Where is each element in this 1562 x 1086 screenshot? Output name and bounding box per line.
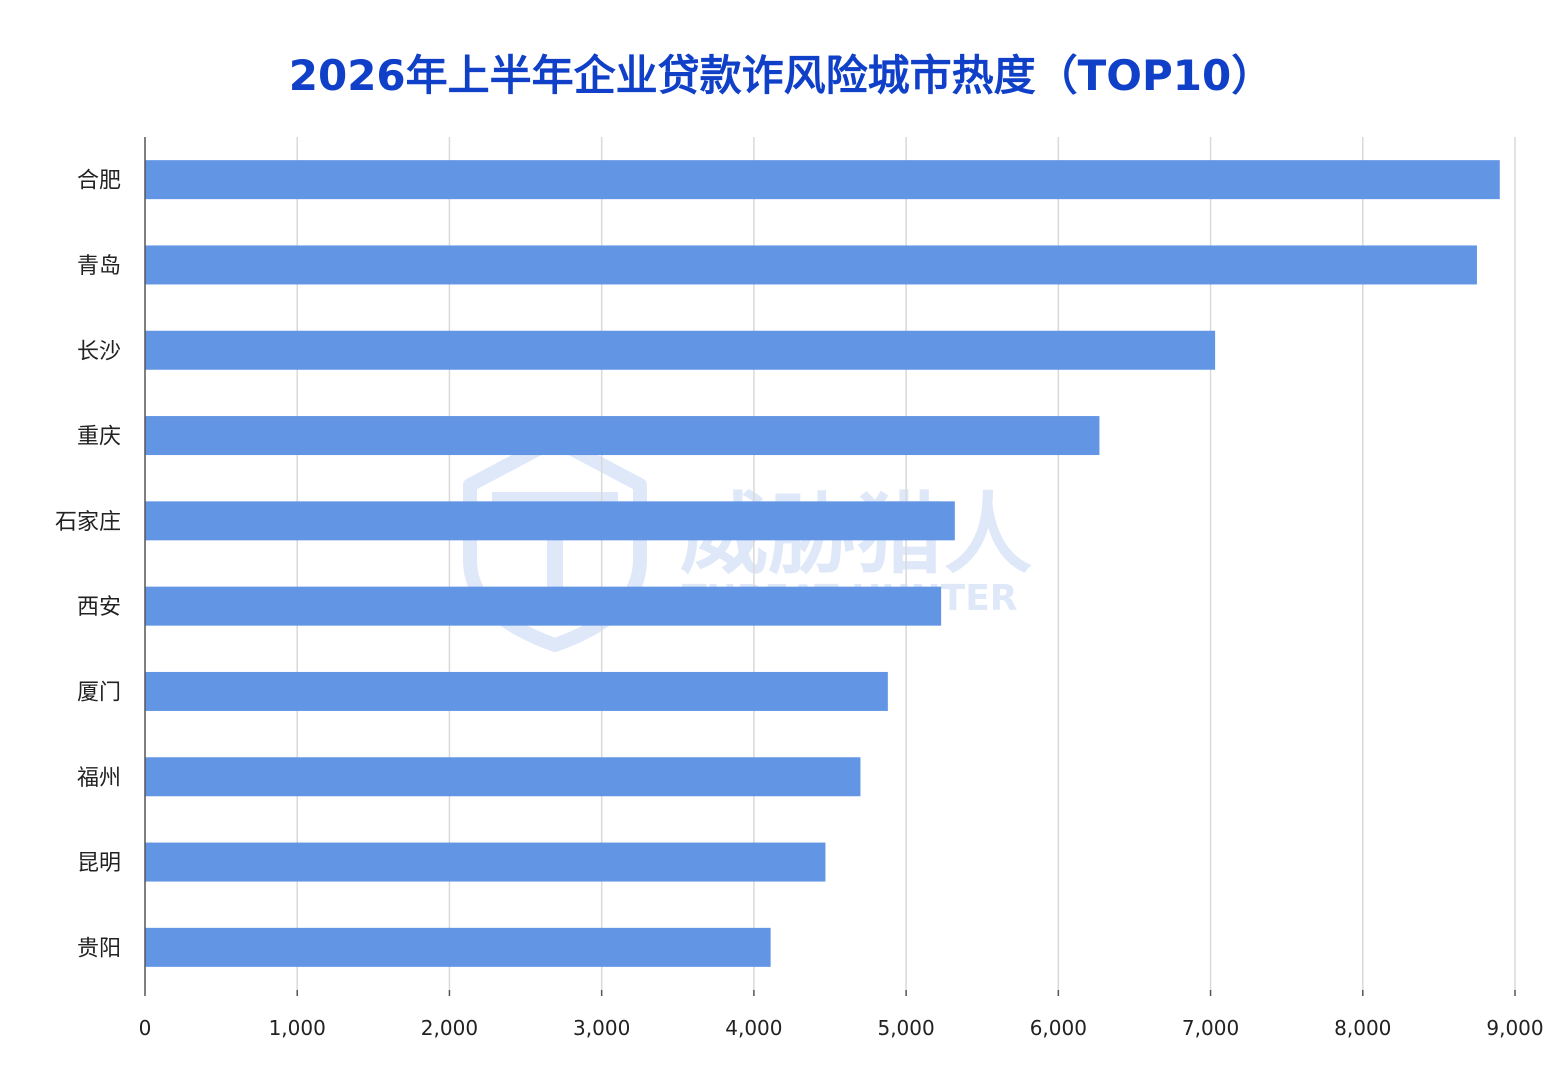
x-tick-label: 5,000 <box>877 1016 934 1040</box>
chart-title: 2026年上半年企业贷款诈风险城市热度（TOP10） <box>288 51 1274 100</box>
x-tick-label: 3,000 <box>573 1016 630 1040</box>
x-tick-label: 8,000 <box>1334 1016 1391 1040</box>
category-label: 重庆 <box>77 425 121 450</box>
bar <box>145 671 888 711</box>
bar <box>145 245 1477 285</box>
bar <box>145 757 861 797</box>
x-tick-label: 1,000 <box>269 1016 326 1040</box>
category-label: 西安 <box>77 595 121 620</box>
bar <box>145 416 1100 456</box>
category-label: 石家庄 <box>55 510 121 535</box>
x-tick-label: 7,000 <box>1182 1016 1239 1040</box>
category-label: 合肥 <box>77 169 121 194</box>
x-tick-label: 9,000 <box>1486 1016 1543 1040</box>
category-label: 青岛 <box>77 254 121 279</box>
x-tick-label: 0 <box>139 1016 152 1040</box>
category-label: 福州 <box>77 766 121 791</box>
bar <box>145 842 826 882</box>
x-tick-labels: 0 1,000 2,000 3,000 4,000 5,000 6,000 7,000 8,00… <box>139 1016 1544 1040</box>
bar <box>145 501 955 541</box>
axes <box>144 137 1516 996</box>
bar <box>145 927 771 967</box>
bars <box>145 160 1500 967</box>
x-tick-label: 4,000 <box>725 1016 782 1040</box>
category-label: 长沙 <box>77 339 121 364</box>
category-label: 昆明 <box>77 851 121 876</box>
x-tick-label: 6,000 <box>1030 1016 1087 1040</box>
x-tick-label: 2,000 <box>421 1016 478 1040</box>
bar <box>145 586 942 626</box>
category-label: 厦门 <box>77 680 121 705</box>
bar <box>145 330 1216 370</box>
bar <box>145 160 1500 200</box>
category-label: 贵阳 <box>77 936 121 961</box>
